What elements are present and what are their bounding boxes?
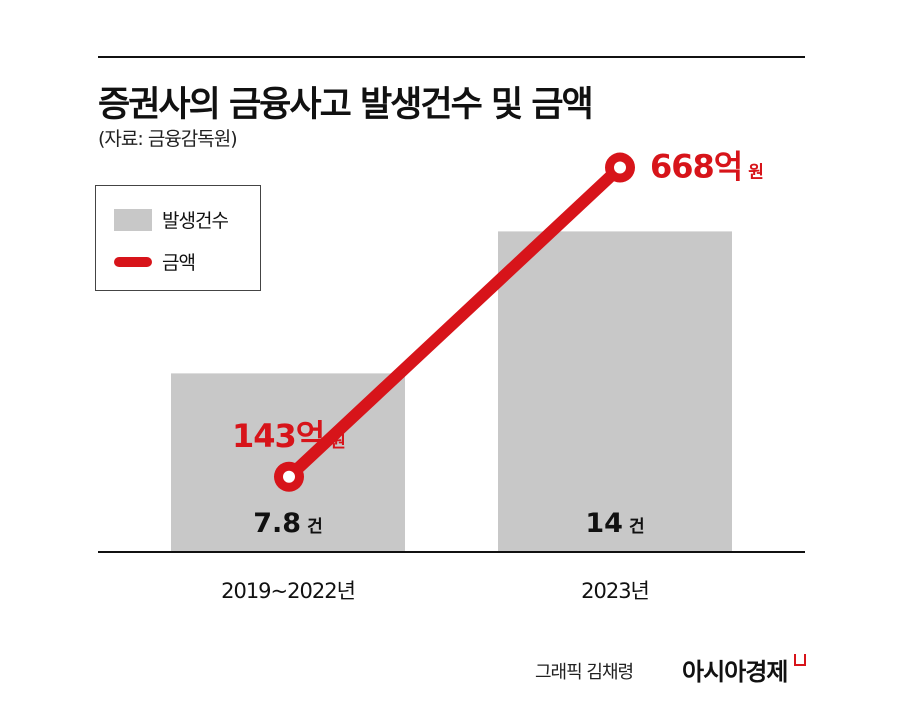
bar	[498, 231, 732, 552]
chart-source: (자료: 금융감독원)	[98, 128, 238, 150]
bar-data-label: 14 건	[585, 508, 644, 539]
chart-title: 증권사의 금융사고 발생건수 및 금액	[98, 85, 594, 125]
legend-line-swatch	[114, 256, 152, 267]
bar-data-label: 7.8 건	[253, 508, 322, 539]
line-point-center	[614, 161, 626, 174]
publisher-logo: 아시아경제	[682, 658, 788, 686]
legend-label: 금액	[162, 252, 196, 274]
legend: 발생건수 금액	[95, 185, 261, 291]
line-data-label: 143억 원	[232, 417, 345, 455]
legend-item-amount: 금액	[114, 248, 196, 275]
line-point-center	[283, 470, 295, 483]
legend-bar-swatch	[114, 208, 152, 231]
amount-line	[283, 161, 626, 483]
legend-item-count: 발생건수	[114, 206, 229, 233]
top-rule	[98, 56, 805, 58]
legend-label: 발생건수	[162, 210, 229, 232]
logo-mark-icon	[794, 654, 806, 666]
graphic-credit: 그래픽 김채령	[535, 662, 634, 683]
x-tick-label: 2023년	[581, 579, 649, 603]
line-data-label: 668억 원	[650, 148, 763, 186]
x-tick-label: 2019~2022년	[221, 579, 355, 603]
